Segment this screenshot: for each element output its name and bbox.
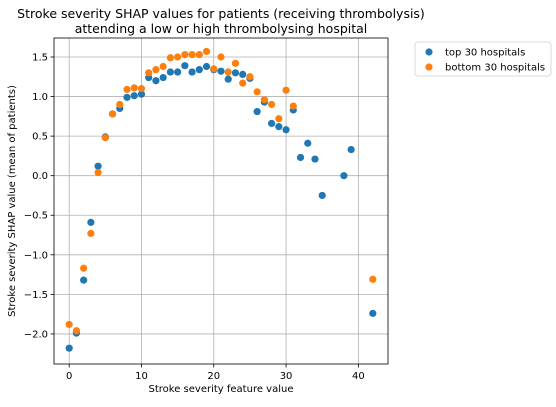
x-tick-label: 40 <box>352 371 365 382</box>
data-point <box>87 218 95 226</box>
data-point <box>137 90 146 98</box>
legend-box <box>414 41 552 77</box>
data-point <box>224 75 232 83</box>
data-point <box>94 162 102 170</box>
series-top-30-hospitals <box>65 62 377 352</box>
data-point <box>231 59 240 67</box>
x-axis-ticks: 0 10 20 30 40 <box>66 364 365 382</box>
x-tick-label: 20 <box>207 371 220 382</box>
data-point <box>80 276 88 284</box>
data-point <box>311 155 319 163</box>
y-tick-label: 0.5 <box>32 132 48 143</box>
chart-title-line: attending a low or high thrombolysing ho… <box>75 21 368 36</box>
data-point <box>166 54 174 62</box>
y-tick-label: −1.5 <box>24 290 48 301</box>
data-point <box>268 100 276 109</box>
legend-marker <box>425 63 433 71</box>
data-point <box>145 69 153 77</box>
data-point <box>202 47 211 56</box>
data-point <box>152 77 160 85</box>
data-point <box>108 110 117 118</box>
data-point <box>369 275 377 283</box>
grid-lines <box>54 38 388 364</box>
y-axis-ticks: −2.0 −1.5 −1.0 −0.5 0.0 0.5 1.0 1.5 <box>24 52 54 340</box>
data-point <box>195 51 203 59</box>
data-point <box>289 102 297 110</box>
data-point <box>87 229 95 238</box>
data-point <box>282 86 290 94</box>
data-point <box>137 85 146 93</box>
data-point <box>202 62 211 71</box>
data-point <box>166 68 174 76</box>
data-point <box>65 320 73 329</box>
data-point <box>65 344 73 352</box>
data-point <box>123 93 131 101</box>
y-tick-label: 0.0 <box>32 171 48 182</box>
y-tick-label: 1.5 <box>32 52 48 63</box>
series-bottom-30-hospitals <box>65 47 377 335</box>
data-point <box>94 168 102 177</box>
chart-title: Stroke severity SHAP values for patients… <box>17 6 425 36</box>
data-point <box>80 264 88 272</box>
data-point <box>195 66 203 74</box>
data-point <box>217 53 225 61</box>
data-point <box>275 123 283 131</box>
data-point <box>188 51 196 59</box>
data-point <box>174 68 182 76</box>
x-tick-label: 10 <box>135 371 148 382</box>
x-tick-label: 0 <box>66 371 72 382</box>
data-point <box>275 115 283 123</box>
x-tick-label: 30 <box>280 371 293 382</box>
data-point <box>369 309 377 317</box>
data-point <box>101 134 109 142</box>
data-point <box>318 191 326 200</box>
data-point <box>231 69 240 77</box>
data-point <box>239 70 247 78</box>
data-point <box>282 126 290 134</box>
data-point <box>159 62 167 71</box>
data-point <box>159 73 167 82</box>
data-point <box>217 67 225 75</box>
data-point <box>152 66 160 74</box>
data-point <box>224 68 232 76</box>
data-point <box>181 62 189 70</box>
legend-label: bottom 30 hospitals <box>445 63 545 74</box>
chart-title-line: Stroke severity SHAP values for patients… <box>17 6 425 21</box>
data-point <box>268 119 276 128</box>
data-point <box>340 172 348 180</box>
y-axis-label: Stroke severity SHAP value (mean of pati… <box>7 85 18 317</box>
data-points <box>65 47 377 352</box>
y-tick-label: 1.0 <box>32 92 48 103</box>
x-axis-label: Stroke severity feature value <box>149 384 294 395</box>
data-point <box>130 92 138 100</box>
y-tick-label: −0.5 <box>24 211 48 222</box>
data-point <box>181 51 189 59</box>
data-point <box>210 65 218 73</box>
legend: top 30 hospitals bottom 30 hospitals <box>414 41 552 77</box>
data-point <box>253 88 261 96</box>
data-point <box>116 100 124 109</box>
legend-label: top 30 hospitals <box>445 48 525 59</box>
data-point <box>239 79 247 87</box>
data-point <box>130 84 138 92</box>
data-point <box>246 73 254 81</box>
data-point <box>260 96 268 104</box>
legend-marker <box>425 48 433 56</box>
data-point <box>174 53 182 61</box>
data-point <box>72 327 81 335</box>
plot-frame <box>53 37 389 365</box>
y-tick-label: −2.0 <box>24 329 48 340</box>
data-point <box>296 153 305 162</box>
y-tick-label: −1.0 <box>24 250 48 261</box>
data-point <box>123 85 131 94</box>
data-point <box>304 139 312 147</box>
data-point <box>253 107 261 116</box>
data-point <box>347 145 355 154</box>
data-point <box>188 68 196 76</box>
